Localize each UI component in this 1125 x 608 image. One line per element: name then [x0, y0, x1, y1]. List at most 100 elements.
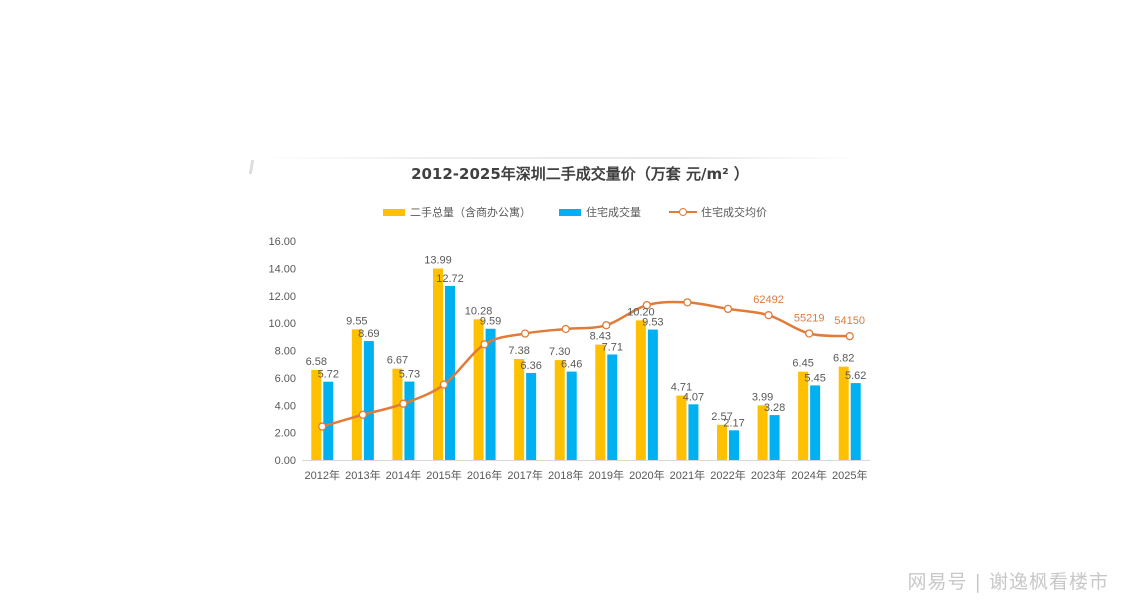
x-tick-label: 2020年: [629, 468, 664, 482]
price-marker: [602, 321, 611, 330]
x-tick-label: 2021年: [670, 468, 705, 482]
bar-residential: [363, 341, 374, 460]
bar-residential: [445, 285, 455, 460]
bar-total: [554, 360, 565, 460]
bar-total: [351, 329, 362, 460]
bar-total: [717, 424, 727, 460]
data-label-residential: 7.71: [602, 341, 623, 353]
y-tick-label: 14.00: [268, 263, 296, 275]
data-label-residential: 6.46: [561, 359, 582, 371]
x-tick-label: 2024年: [791, 468, 826, 482]
bar-residential: [526, 372, 537, 460]
x-tick-label: 2025年: [832, 468, 867, 482]
legend-label-total: 二手总量（含商办公寓）: [410, 206, 531, 219]
data-label-total: 2.57: [711, 411, 732, 423]
price-marker: [642, 300, 652, 310]
bar-total: [838, 366, 849, 460]
data-label-total: 9.55: [346, 315, 367, 327]
bar-residential: [485, 328, 496, 460]
y-tick-label: 6.00: [275, 373, 296, 385]
legend-item-total: 二手总量（含商办公寓）: [383, 204, 531, 220]
chart-title: 2012-2025年深圳二手成交量价（万套 元/m² ）: [411, 165, 749, 183]
x-tick-label: 2016年: [467, 468, 502, 482]
data-label-total: 3.99: [752, 391, 773, 403]
bar-residential: [810, 385, 821, 460]
price-marker: [723, 304, 733, 314]
price-marker: [520, 329, 530, 338]
bar-residential: [566, 371, 577, 460]
bar-total: [595, 344, 606, 460]
bar-residential: [607, 354, 618, 460]
data-label-residential: 5.45: [804, 372, 825, 384]
y-tick-label: 10.00: [268, 318, 296, 330]
x-tick-label: 2017年: [507, 468, 542, 482]
data-label-price: 54150: [834, 315, 865, 327]
legend: 二手总量（含商办公寓） 住宅成交量 住宅成交均价: [383, 204, 795, 220]
bar-residential: [404, 381, 415, 460]
bar-residential: [688, 404, 699, 460]
bar-total: [433, 268, 443, 460]
price-marker: [480, 340, 489, 349]
y-tick-label: 0.00: [275, 455, 296, 467]
price-marker: [358, 410, 368, 419]
bar-residential: [729, 430, 739, 460]
data-label-residential: 5.72: [318, 369, 339, 381]
data-label-total: 6.45: [792, 358, 813, 370]
data-label-total: 13.99: [424, 255, 452, 267]
data-label-residential: 12.72: [436, 273, 464, 285]
x-tick-label: 2012年: [305, 468, 340, 482]
price-marker: [561, 324, 570, 334]
data-label-price: 62492: [753, 294, 784, 306]
legend-swatch-residential: [559, 208, 581, 216]
price-marker: [845, 332, 854, 341]
x-tick-label: 2022年: [710, 468, 745, 482]
legend-swatch-price: [669, 207, 697, 217]
bar-total: [311, 369, 322, 460]
x-tick-label: 2015年: [426, 468, 461, 482]
bar-total: [514, 358, 525, 460]
legend-swatch-total: [383, 208, 405, 216]
bar-total: [392, 368, 403, 460]
data-label-residential: 2.17: [723, 417, 744, 429]
data-label-residential: 8.69: [358, 328, 379, 340]
data-label-total: 6.58: [306, 356, 327, 368]
price-marker: [439, 380, 449, 389]
data-label-total: 6.67: [387, 355, 408, 367]
x-tick-label: 2019年: [589, 468, 624, 482]
bar-total: [757, 405, 768, 460]
data-label-total: 7.30: [549, 346, 570, 358]
bar-residential: [647, 329, 658, 460]
top-border-line: [255, 157, 860, 159]
bar-residential: [850, 383, 861, 460]
data-label-residential: 3.28: [764, 402, 785, 414]
x-tick-label: 2023年: [751, 468, 786, 482]
price-marker: [683, 298, 692, 307]
data-label-residential: 5.62: [845, 370, 866, 382]
legend-item-price: 住宅成交均价: [669, 204, 767, 220]
x-tick-label: 2013年: [345, 468, 380, 482]
data-label-total: 6.82: [833, 353, 854, 365]
bar-total: [473, 319, 484, 460]
y-tick-label: 12.00: [268, 291, 296, 303]
data-label-total: 10.28: [465, 305, 493, 317]
watermark: 网易号 | 谢逸枫看楼市: [907, 571, 1109, 593]
data-label-total: 7.38: [508, 345, 529, 357]
bar-residential: [769, 415, 780, 460]
bar-total: [676, 395, 687, 460]
y-tick-label: 16.00: [268, 236, 296, 248]
data-label-total: 4.71: [671, 382, 692, 394]
data-label-total: 8.43: [590, 331, 611, 343]
bar-total: [798, 371, 809, 460]
legend-label-residential: 住宅成交量: [586, 206, 641, 219]
bar-residential: [323, 381, 334, 460]
price-marker: [399, 399, 408, 408]
price-marker: [804, 329, 814, 338]
data-label-residential: 4.07: [683, 391, 704, 403]
price-marker: [764, 311, 773, 320]
y-tick-label: 8.00: [275, 346, 296, 358]
data-label-residential: 9.59: [480, 316, 501, 328]
price-marker: [318, 422, 327, 431]
data-label-residential: 6.36: [520, 360, 541, 372]
legend-item-residential: 住宅成交量: [559, 204, 641, 220]
